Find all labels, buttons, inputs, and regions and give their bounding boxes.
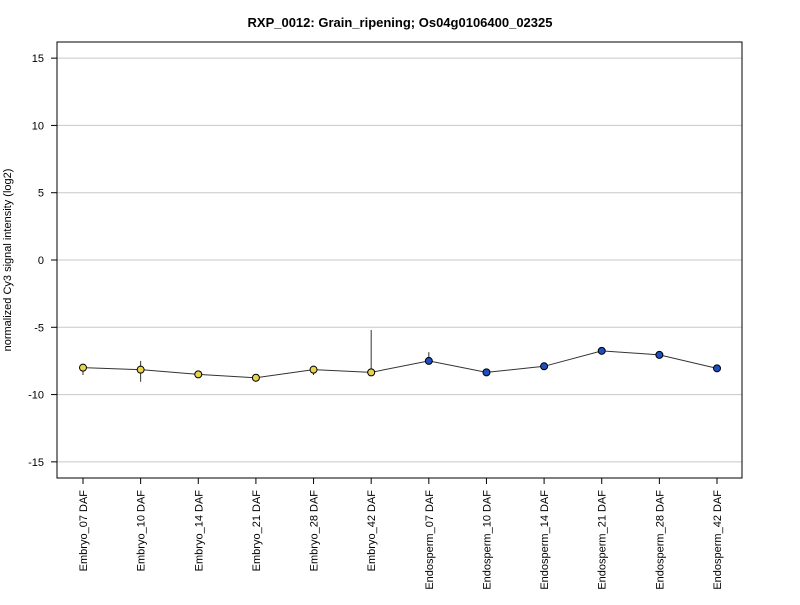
x-tick-label: Endosperm_42 DAF: [712, 490, 724, 590]
y-tick-label: 0: [38, 255, 44, 267]
y-tick-label: -15: [28, 457, 44, 469]
error-bars: [82, 329, 718, 382]
x-tick-label: Endosperm_21 DAF: [597, 490, 609, 590]
data-point: [309, 365, 318, 374]
data-point: [540, 362, 549, 371]
series-line: [82, 350, 718, 379]
data-point: [482, 368, 491, 377]
data-point: [367, 368, 376, 377]
x-tick-label: Endosperm_14 DAF: [539, 490, 551, 590]
data-point: [597, 346, 606, 355]
y-tick-label: 5: [38, 188, 44, 200]
data-point: [655, 350, 664, 359]
data-point: [194, 370, 203, 379]
y-tick-label: 10: [32, 120, 44, 132]
data-point: [136, 365, 145, 374]
y-tick-label: 15: [32, 53, 44, 65]
data-point: [251, 373, 260, 382]
series-line-group: [82, 350, 718, 379]
y-tick-label: -10: [28, 390, 44, 402]
y-tick-label: -5: [34, 322, 44, 334]
grid-lines: [57, 57, 742, 463]
x-tick-label: Endosperm_28 DAF: [654, 490, 666, 590]
data-points: [79, 346, 721, 382]
x-axis: Embryo_07 DAF Embryo_10 DAF Embryo_14 DAF E…: [78, 478, 724, 590]
x-tick-label: Embryo_14 DAF: [193, 490, 205, 572]
plot-frame: [56, 41, 743, 479]
chart-title: RXP_0012: Grain_ripening; Os04g0106400_0…: [248, 15, 553, 30]
x-tick-label: Embryo_10 DAF: [136, 490, 148, 572]
data-point: [424, 356, 433, 365]
x-tick-label: Embryo_42 DAF: [366, 490, 378, 572]
x-tick-label: Endosperm_07 DAF: [424, 490, 436, 590]
data-point: [79, 363, 87, 372]
x-tick-label: Endosperm_10 DAF: [481, 490, 493, 590]
x-tick-label: Embryo_07 DAF: [78, 490, 90, 572]
x-tick-label: Embryo_28 DAF: [309, 490, 321, 572]
data-point: [713, 364, 721, 373]
y-axis-label: normalized Cy3 signal intensity (log2): [2, 169, 14, 352]
y-axis: -15 -10 -5 0 5 10 15: [28, 53, 57, 469]
x-tick-label: Embryo_21 DAF: [251, 490, 263, 572]
